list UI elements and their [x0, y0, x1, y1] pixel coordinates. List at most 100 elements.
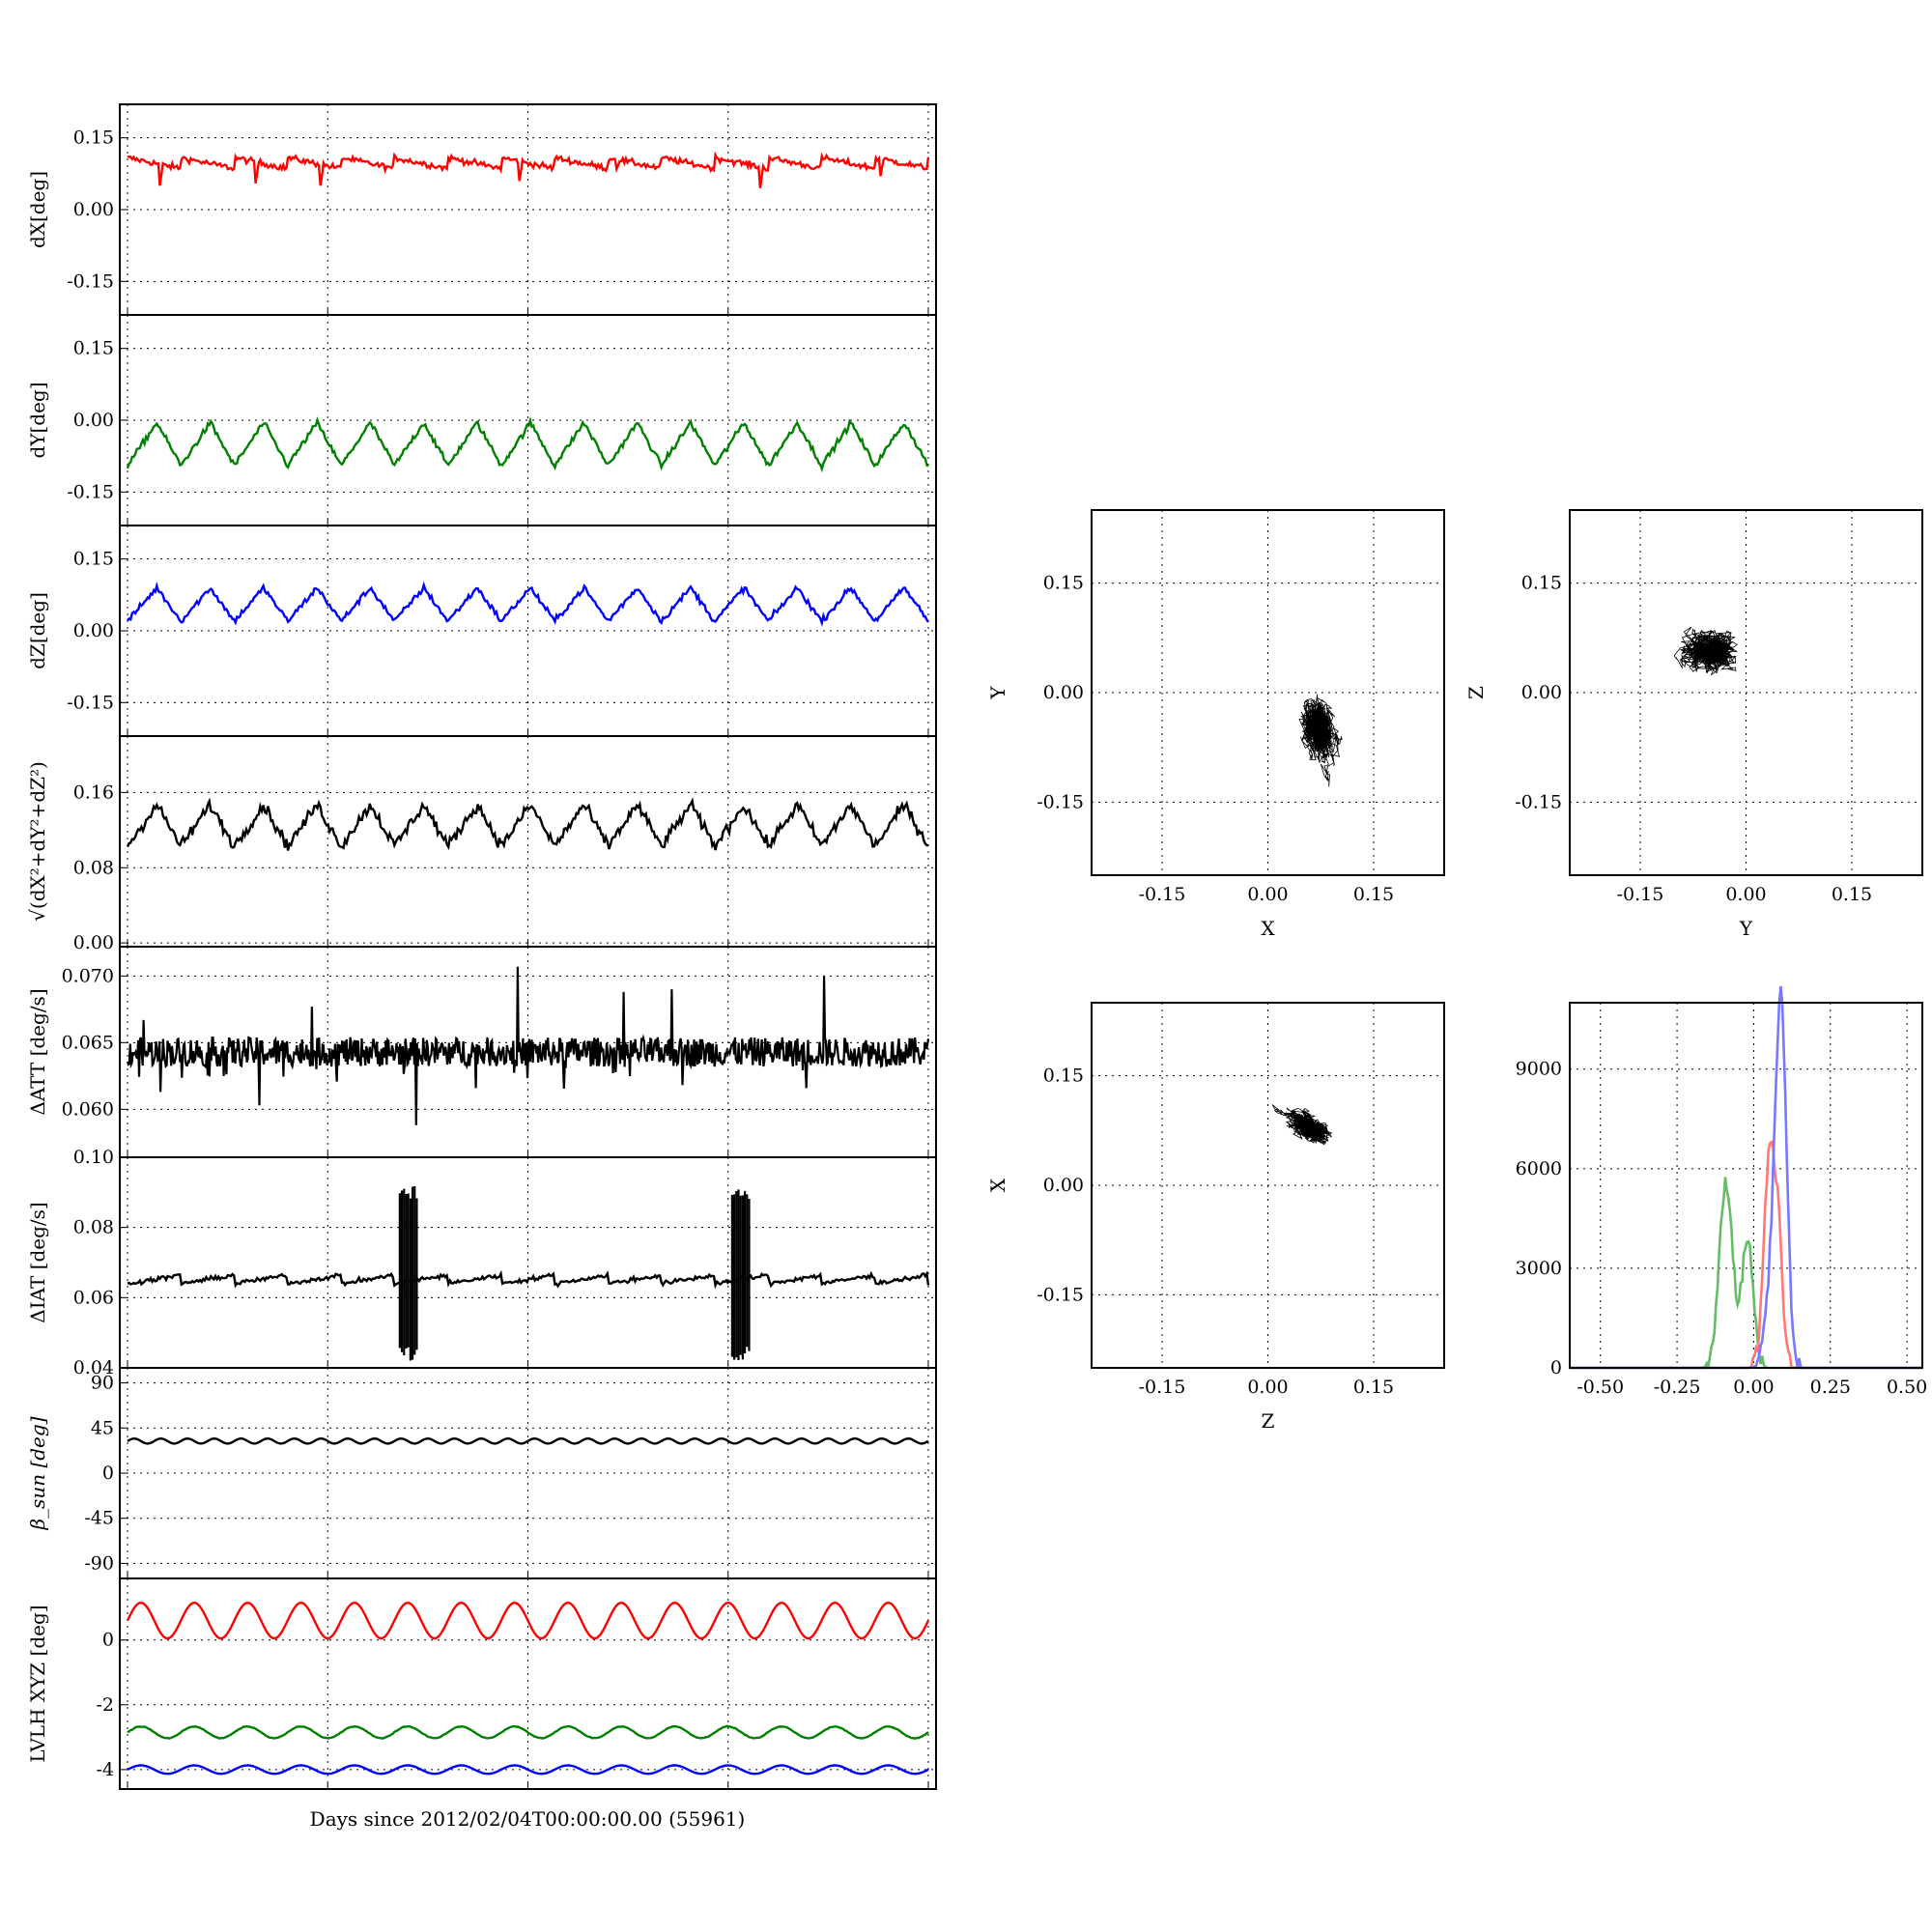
y-tick-label: -45	[84, 1508, 114, 1529]
y-tick-label: 0.06	[73, 1287, 114, 1308]
x-tick-label: 0.50	[1887, 1377, 1927, 1398]
y-tick-label: 0.10	[73, 1147, 114, 1168]
x-tick-label: 0.00	[1247, 1377, 1288, 1398]
x-tick-label: 0.15	[1353, 884, 1394, 905]
y-tick-label: 0.00	[1043, 1175, 1084, 1196]
y-axis-label: dY[deg]	[26, 382, 49, 458]
y-tick-label: -0.15	[67, 692, 114, 713]
series-line	[126, 1601, 930, 1640]
y-axis-label: √(dX²+dY²+dZ²)	[26, 761, 49, 922]
dz-panel: 0.15 0.00 -0.15 dZ[deg]	[26, 525, 937, 737]
y-tick-label: 0.15	[1043, 573, 1084, 594]
series-line	[127, 1764, 929, 1776]
y-tick-label: 0.00	[73, 410, 114, 431]
y-tick-label: 45	[91, 1417, 114, 1438]
y-tick-label: -0.15	[1037, 791, 1084, 812]
y-tick-label: 0.15	[73, 549, 114, 570]
datt-panel: 0.070 0.065 0.060 ΔATT [deg/s]	[26, 946, 937, 1158]
axes-frame	[1091, 1002, 1445, 1369]
y-axis-label: ΔIAT [deg/s]	[26, 1202, 49, 1322]
series-line	[126, 966, 930, 1125]
y-tick-label: 6000	[1516, 1158, 1562, 1179]
y-tick-label: 3000	[1516, 1258, 1562, 1279]
histogram-line	[1570, 985, 1922, 1370]
yz-scatter-panel: -0.15 -0.15 0.00 0.00 0.15 0.15 Y Z	[1464, 509, 1923, 940]
y-tick-label: 0	[102, 1630, 114, 1651]
y-tick-label: 0.060	[62, 1098, 114, 1120]
y-axis-label: Y	[986, 686, 1009, 700]
y-tick-label: 9000	[1516, 1059, 1562, 1080]
x-axis-label: Y	[1739, 917, 1753, 940]
y-tick-label: 0	[1550, 1357, 1562, 1378]
y-axis-label: β_sun [deg]	[26, 1416, 49, 1530]
x-tick-label: 0.00	[1733, 1377, 1774, 1398]
y-tick-label: 0.08	[73, 1217, 114, 1238]
scatter-trace	[1298, 694, 1343, 787]
x-tick-label: 0.25	[1810, 1377, 1851, 1398]
y-axis-label: LVLH XYZ [deg]	[26, 1605, 49, 1762]
x-tick-label: 0.00	[1247, 884, 1288, 905]
y-axis-label: dZ[deg]	[26, 592, 49, 669]
histogram-panel: -0.50 -0.25 0.00 0.25 0.50 9000 6000 3000 0	[1516, 985, 1927, 1398]
series-line	[127, 151, 930, 188]
x-tick-label: 0.15	[1832, 884, 1872, 905]
y-tick-label: 0.15	[1521, 573, 1562, 594]
y-axis-label: Z	[1464, 686, 1488, 699]
y-tick-label: -0.15	[1037, 1284, 1084, 1305]
y-tick-label: 0.00	[73, 932, 114, 953]
y-tick-label: -4	[96, 1759, 114, 1780]
beta-panel: 90 45 0 -45 -90 β_sun [deg]	[26, 1367, 937, 1579]
axes-frame	[119, 1577, 937, 1790]
series-line	[127, 581, 929, 627]
x-tick-label: -0.50	[1577, 1377, 1624, 1398]
x-tick-label: 0.15	[1353, 1377, 1394, 1398]
x-axis-label: X	[1261, 917, 1275, 940]
series-line	[126, 415, 929, 473]
y-tick-label: 0.15	[73, 338, 114, 359]
x-tick-label: -0.15	[1617, 884, 1664, 905]
y-tick-label: 0.04	[73, 1357, 114, 1378]
y-tick-label: 0.065	[62, 1032, 114, 1053]
x-tick-label: 0.00	[1725, 884, 1766, 905]
x-axis-label: Z	[1262, 1409, 1275, 1433]
main-x-axis-label: Days since 2012/02/04T00:00:00.00 (55961…	[310, 1807, 746, 1831]
y-tick-label: 90	[91, 1373, 114, 1394]
axes-frame	[1569, 1002, 1923, 1369]
series-line	[127, 1724, 929, 1740]
axes-frame	[119, 1156, 937, 1369]
series-line	[126, 797, 929, 851]
y-tick-label: 0.070	[62, 965, 114, 986]
y-tick-label: 0.08	[73, 857, 114, 878]
y-tick-label: 0.16	[73, 781, 114, 803]
y-tick-label: 0.15	[73, 128, 114, 149]
dx-panel: 0.15 0.00 -0.15 dX[deg]	[26, 103, 937, 316]
y-tick-label: 0.00	[73, 620, 114, 641]
dy-panel: 0.15 0.00 -0.15 dY[deg]	[26, 314, 937, 526]
y-axis-label: ΔATT [deg/s]	[26, 988, 49, 1115]
x-tick-label: -0.15	[1139, 884, 1186, 905]
series-line	[127, 1436, 929, 1445]
axes-frame	[1091, 509, 1445, 876]
series-line	[127, 1269, 930, 1290]
xy-scatter-panel: -0.15 -0.15 0.00 0.00 0.15 0.15 X Y	[986, 509, 1445, 940]
x-tick-label: -0.25	[1654, 1377, 1701, 1398]
y-axis-label: X	[986, 1178, 1009, 1192]
y-tick-label: 0.00	[1043, 682, 1084, 703]
y-tick-label: -0.15	[1515, 791, 1562, 812]
zx-scatter-panel: -0.15 -0.15 0.00 0.00 0.15 0.15 Z X	[986, 1002, 1445, 1433]
scatter-trace	[1673, 626, 1738, 676]
y-tick-label: -0.15	[67, 270, 114, 292]
y-tick-label: 0.00	[1521, 682, 1562, 703]
y-axis-label: dX[deg]	[26, 171, 49, 248]
scatter-trace	[1271, 1104, 1333, 1146]
x-tick-label: -0.15	[1139, 1377, 1186, 1398]
y-tick-label: -90	[84, 1552, 114, 1574]
y-tick-label: -0.15	[67, 481, 114, 502]
y-tick-label: 0.00	[73, 199, 114, 220]
diat-panel: 0.10 0.08 0.06 0.04 ΔIAT [deg/s]	[26, 1147, 937, 1378]
axes-frame	[1569, 509, 1923, 876]
dr-panel: 0.16 0.08 0.00 √(dX²+dY²+dZ²)	[26, 735, 937, 953]
y-tick-label: 0	[102, 1463, 114, 1484]
histogram-line	[1570, 1140, 1922, 1370]
